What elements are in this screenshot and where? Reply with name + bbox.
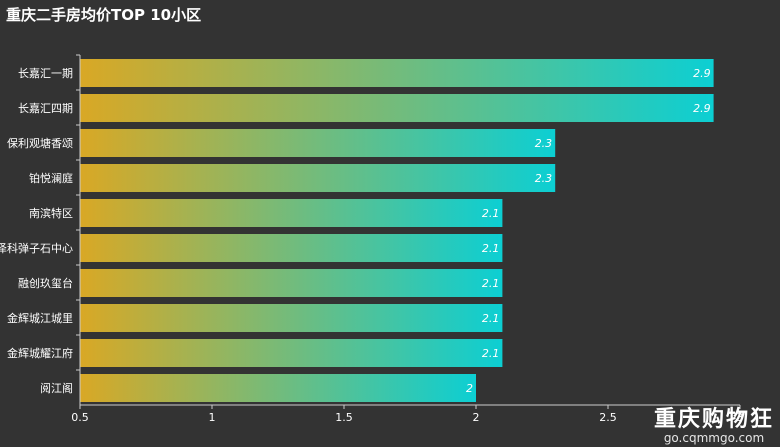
x-tick-label: 2.5	[599, 411, 617, 424]
category-label: 金辉城江城里	[7, 311, 73, 325]
x-tick-label: 1	[209, 411, 216, 424]
bar-value-label: 2.1	[482, 207, 500, 220]
bar-3	[80, 129, 556, 157]
category-label: 泽科弹子石中心	[0, 241, 73, 255]
category-label: 长嘉汇四期	[18, 101, 73, 115]
category-label: 铂悦澜庭	[29, 171, 73, 185]
bars-group: 2.9 长嘉汇一期 2.9 长嘉汇四期 2.3 保利观塘香颂 2.3 铂悦澜庭 2.1 南滨特区 2…	[0, 59, 714, 402]
bar-8	[80, 304, 503, 332]
bar-value-label: 2.1	[482, 312, 500, 325]
x-tick-label: 2	[473, 411, 480, 424]
bar-2	[80, 94, 714, 122]
bar-value-label: 2.1	[482, 347, 500, 360]
bar-4	[80, 164, 556, 192]
bar-5	[80, 199, 503, 227]
category-label: 保利观塘香颂	[7, 136, 73, 150]
category-label: 南滨特区	[29, 206, 73, 220]
watermark-url: go.cqmmgo.com	[663, 431, 765, 445]
x-tick-label: 3	[737, 411, 744, 424]
bar-value-label: 2	[466, 382, 473, 395]
bar-7	[80, 269, 503, 297]
bar-value-label: 2.9	[693, 67, 711, 80]
bar-value-label: 2.3	[535, 137, 553, 150]
category-label: 金辉城耀江府	[7, 346, 73, 360]
bar-value-label: 2.3	[535, 172, 553, 185]
category-label: 阅江阁	[40, 381, 73, 395]
bar-value-label: 2.1	[482, 242, 500, 255]
chart-title: 重庆二手房均价TOP 10小区	[6, 6, 202, 24]
category-label: 长嘉汇一期	[18, 66, 73, 80]
bar-6	[80, 234, 503, 262]
bar-10	[80, 374, 476, 402]
bar-1	[80, 59, 714, 87]
watermark: 重庆购物狂 go.cqmmgo.com	[654, 408, 774, 445]
category-label: 融创玖玺台	[18, 276, 73, 290]
bar-value-label: 2.9	[693, 102, 711, 115]
x-tick-label: 1.5	[335, 411, 353, 424]
axes-group: 0.5 1 1.5 2 2.5 3	[71, 54, 744, 424]
x-tick-label: 0.5	[71, 411, 89, 424]
bar-9	[80, 339, 503, 367]
bar-value-label: 2.1	[482, 277, 500, 290]
watermark-name: 重庆购物狂	[653, 407, 774, 432]
